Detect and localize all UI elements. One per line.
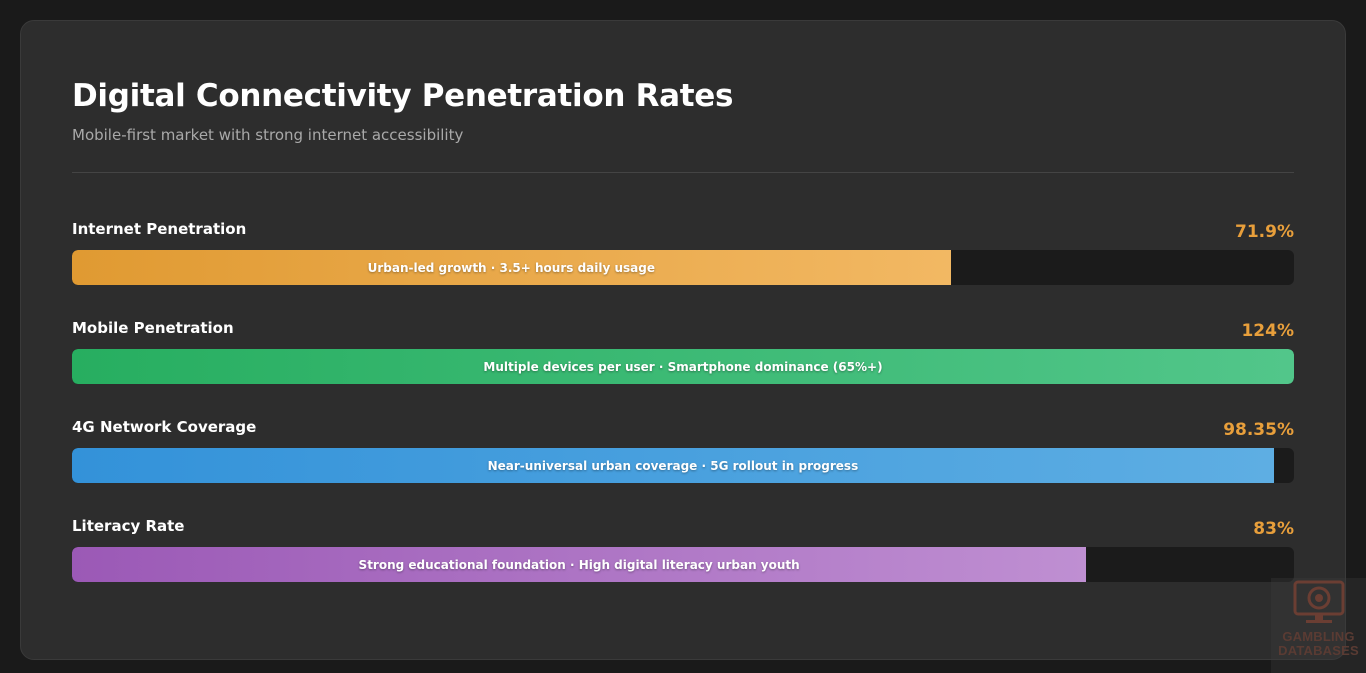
watermark-logo: GAMBLING DATABASES [1271,578,1366,673]
bar-fill: Strong educational foundation · High dig… [72,547,1087,582]
metric-row: Internet Penetration 71.9% Urban-led growt… [72,215,1294,314]
chart-subtitle: Mobile-first market with strong internet… [72,126,464,144]
bar-fill: Multiple devices per user · Smartphone d… [72,349,1294,384]
bar-annotation: Multiple devices per user · Smartphone d… [483,359,883,374]
bar-track: Urban-led growth · 3.5+ hours daily usag… [72,250,1294,285]
metric-header: Literacy Rate 83% [72,512,1294,539]
metrics-list: Internet Penetration 71.9% Urban-led growt… [72,215,1294,611]
metric-header: Internet Penetration 71.9% [72,215,1294,242]
chart-card: Digital Connectivity Penetration Rates M… [20,20,1346,660]
bar-track: Strong educational foundation · High dig… [72,547,1294,582]
bar-annotation: Strong educational foundation · High dig… [358,557,800,572]
watermark-line1: GAMBLING [1282,629,1355,644]
bar-track: Multiple devices per user · Smartphone d… [72,349,1294,384]
metric-label: Mobile Penetration [72,319,234,337]
divider [72,172,1294,173]
bar-fill: Near-universal urban coverage · 5G rollo… [72,448,1274,483]
bar-annotation: Near-universal urban coverage · 5G rollo… [487,458,859,473]
metric-value: 83% [1253,519,1294,539]
bar-annotation: Urban-led growth · 3.5+ hours daily usag… [367,260,656,275]
metric-header: Mobile Penetration 124% [72,314,1294,341]
metric-value: 124% [1241,321,1294,341]
metric-label: Internet Penetration [72,220,247,238]
metric-label: Literacy Rate [72,517,185,535]
metric-label: 4G Network Coverage [72,418,257,436]
metric-row: Literacy Rate 83% Strong educational found… [72,512,1294,611]
chart-title: Digital Connectivity Penetration Rates [72,78,734,114]
bar-fill: Urban-led growth · 3.5+ hours daily usag… [72,250,951,285]
metric-row: 4G Network Coverage 98.35% Near-universal … [72,413,1294,512]
metric-row: Mobile Penetration 124% Multiple devices p… [72,314,1294,413]
metric-value: 98.35% [1223,420,1294,440]
metric-header: 4G Network Coverage 98.35% [72,413,1294,440]
watermark-line2: DATABASES [1278,643,1359,658]
bar-track: Near-universal urban coverage · 5G rollo… [72,448,1294,483]
monitor-chip-icon [1293,580,1344,623]
metric-value: 71.9% [1235,222,1294,242]
